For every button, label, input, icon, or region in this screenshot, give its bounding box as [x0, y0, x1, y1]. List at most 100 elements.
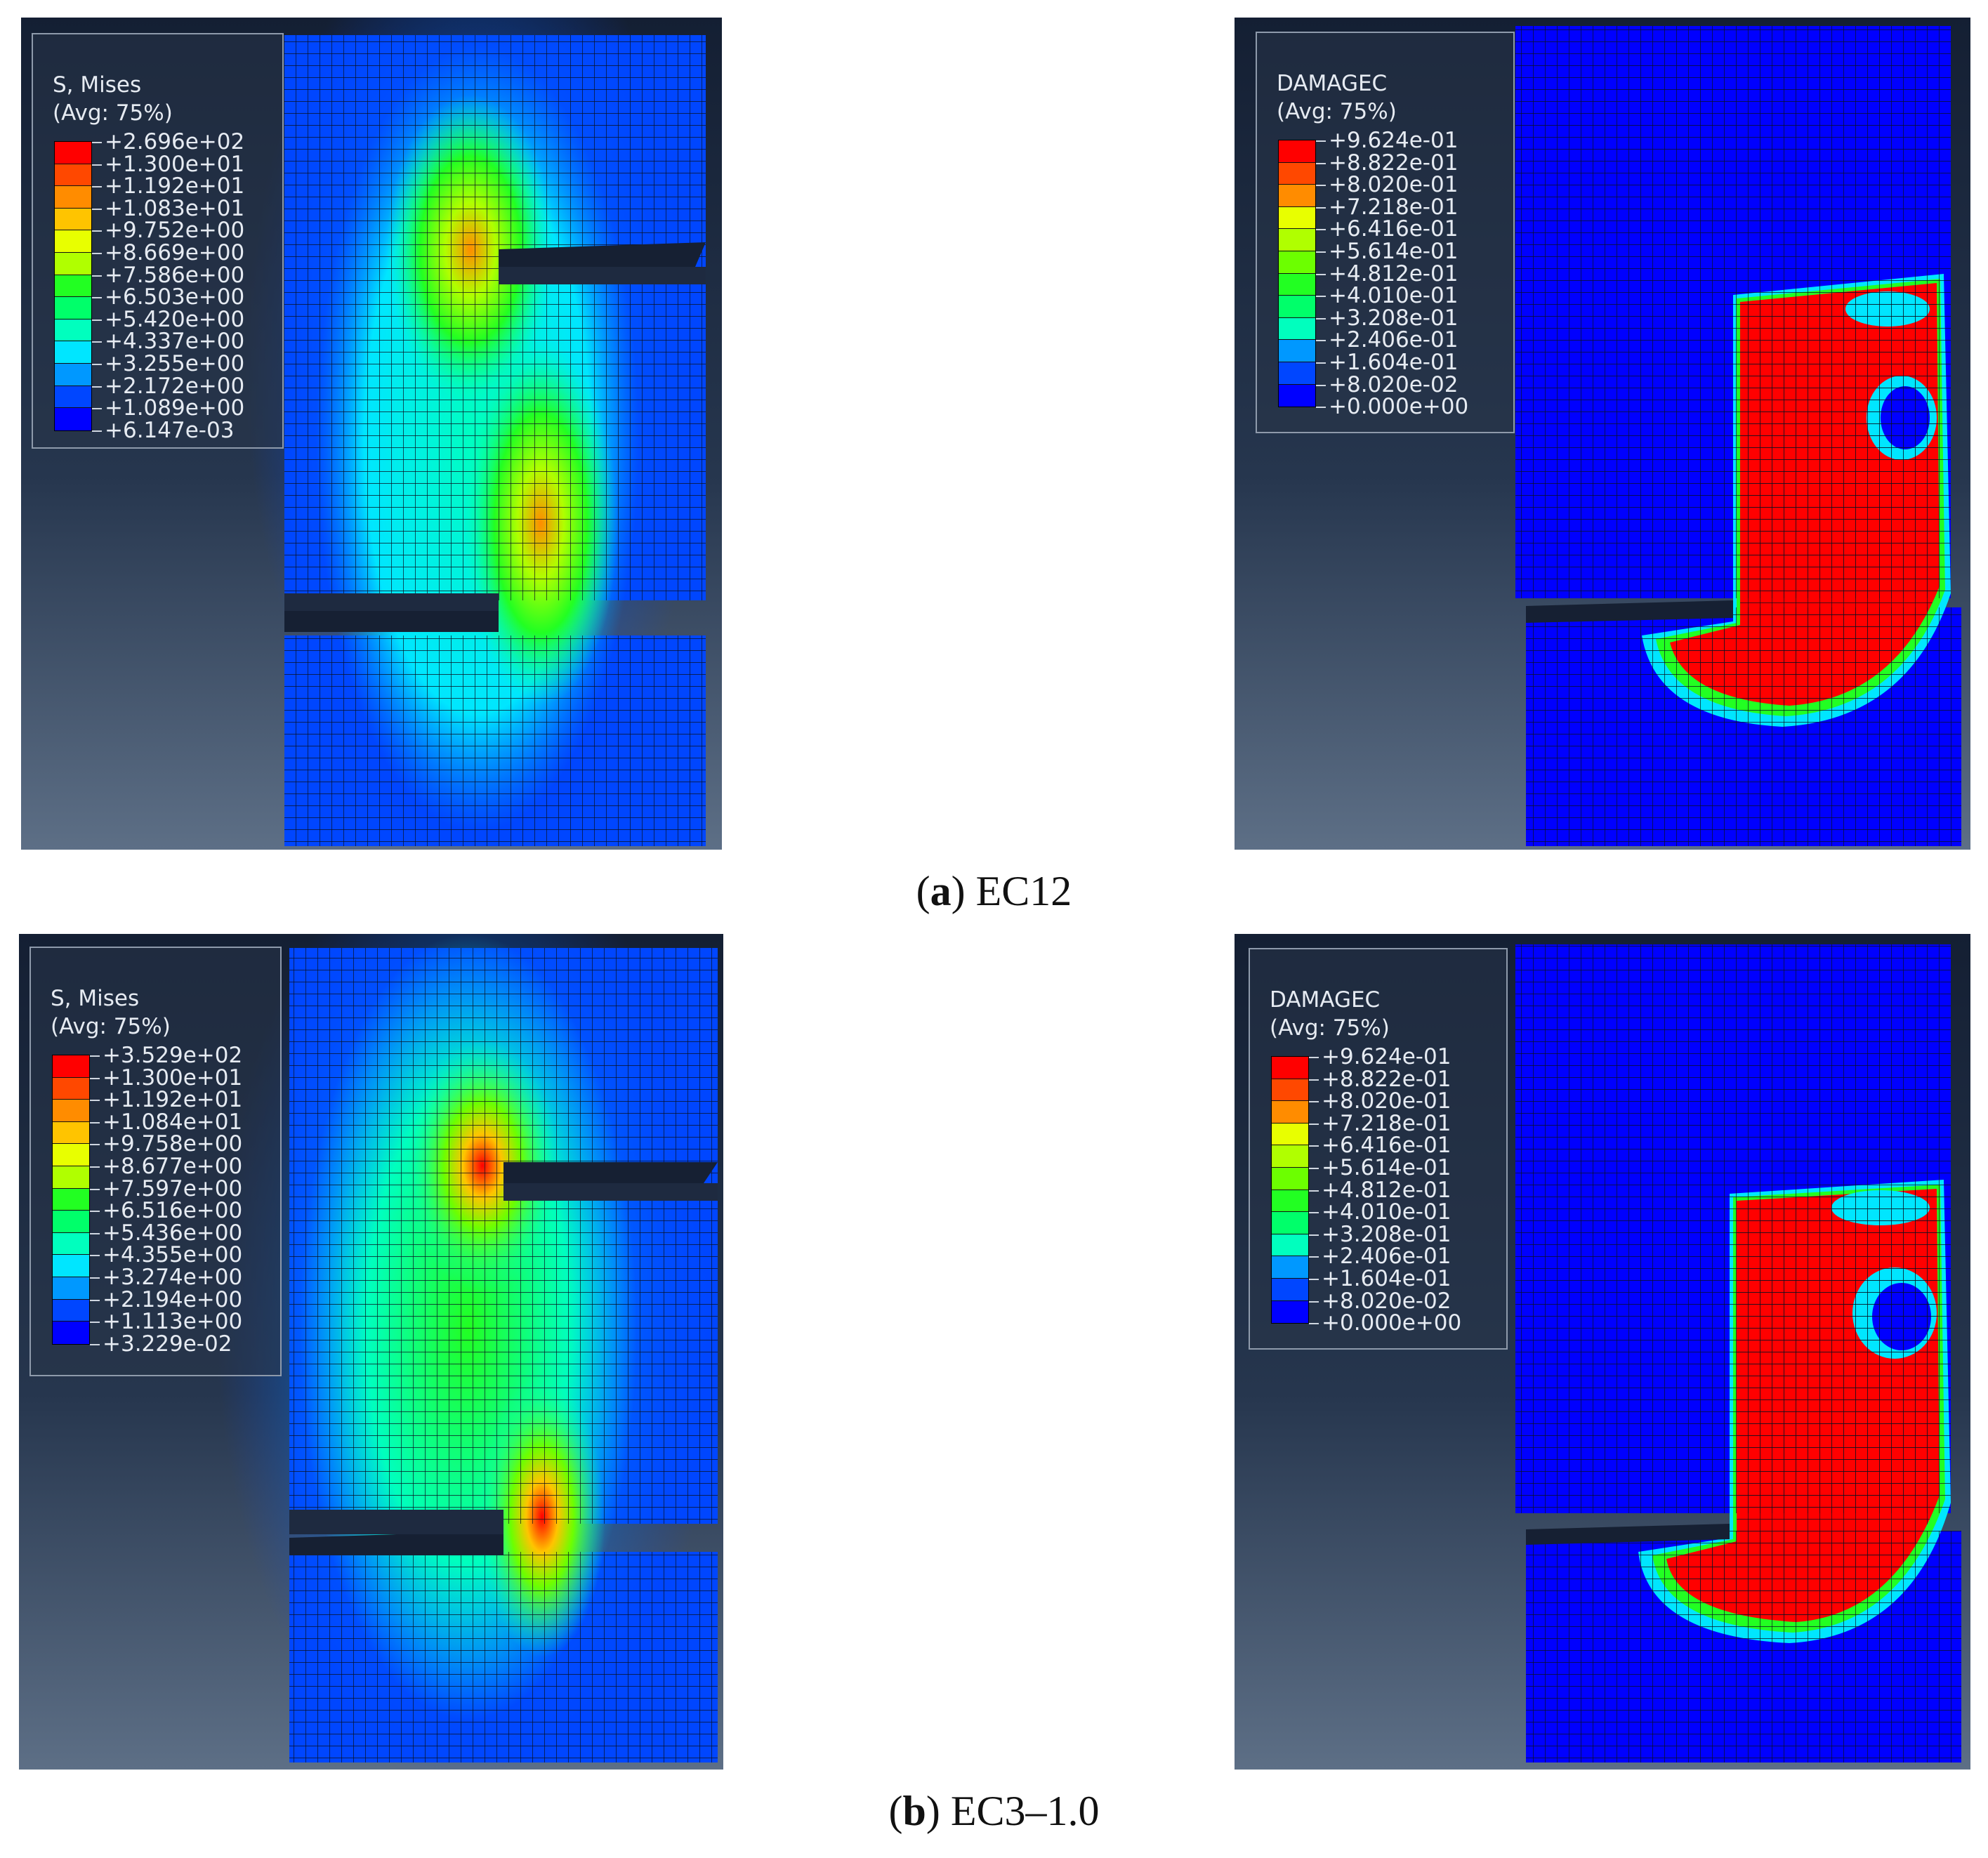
color-swatch [1272, 1300, 1308, 1324]
color-swatch [53, 1055, 89, 1078]
legend-value: +2.406e-01 [1316, 329, 1468, 352]
legend-value: +5.436e+00 [90, 1222, 242, 1245]
damage-contour-panel-b: DAMAGEC (Avg: 75%) +9.624e-01 +8.822e-01 +… [1235, 934, 1970, 1770]
legend-value: +7.218e-01 [1316, 196, 1468, 219]
color-swatch [1272, 1145, 1308, 1168]
caption-text: EC12 [975, 868, 1072, 914]
legend-value: +9.752e+00 [92, 220, 244, 242]
color-swatch [53, 1322, 89, 1344]
color-swatch [1279, 362, 1315, 385]
legend-value: +1.300e+01 [92, 153, 244, 176]
legend-value: +4.812e-01 [1309, 1179, 1461, 1202]
color-swatch [1279, 317, 1315, 341]
legend-value: +2.696e+02 [92, 131, 244, 154]
color-swatch [1272, 1123, 1308, 1146]
legend-value: +6.503e+00 [92, 286, 244, 309]
color-swatch [1272, 1079, 1308, 1102]
color-swatch [1272, 1057, 1308, 1079]
legend-value: +6.416e-01 [1316, 218, 1468, 241]
legend-value: +1.604e-01 [1316, 351, 1468, 374]
legend-values: +9.624e-01 +8.822e-01 +8.020e-01 +7.218e-01… [1309, 1046, 1461, 1335]
color-swatch [1272, 1212, 1308, 1234]
color-bar [52, 1055, 90, 1345]
color-swatch [53, 1188, 89, 1211]
legend-value: +7.218e-01 [1309, 1112, 1461, 1135]
color-swatch [55, 230, 91, 253]
legend-value: +0.000e+00 [1309, 1312, 1461, 1335]
color-bar [1271, 1056, 1309, 1324]
legend-value: +6.147e-03 [92, 419, 244, 442]
color-swatch [55, 275, 91, 298]
color-swatch [55, 363, 91, 386]
color-swatch [55, 252, 91, 275]
legend-values: +2.696e+02 +1.300e+01 +1.192e+01 +1.083e+01… [92, 131, 244, 442]
color-swatch [1279, 140, 1315, 163]
stress-legend-b: S, Mises (Avg: 75%) +3.529e+02 +1.300e+01… [29, 947, 282, 1376]
legend-value: +7.597e+00 [90, 1178, 242, 1201]
stress-mesh-a [246, 18, 709, 846]
color-swatch [53, 1232, 89, 1256]
stress-mesh-b [216, 934, 721, 1770]
color-swatch [55, 341, 91, 364]
color-swatch [55, 386, 91, 409]
color-swatch [55, 408, 91, 430]
damage-legend-b: DAMAGEC (Avg: 75%) +9.624e-01 +8.822e-01 +… [1249, 948, 1508, 1350]
legend-value: +8.020e-02 [1309, 1290, 1461, 1313]
color-bar [54, 141, 92, 431]
legend-title: DAMAGEC (Avg: 75%) [1277, 71, 1397, 124]
legend-value: +8.822e-01 [1309, 1068, 1461, 1091]
legend-value: +8.822e-01 [1316, 152, 1468, 175]
legend-title: DAMAGEC (Avg: 75%) [1270, 987, 1390, 1041]
legend-value: +6.416e-01 [1309, 1135, 1461, 1157]
color-swatch [53, 1277, 89, 1300]
legend-value: +2.172e+00 [92, 375, 244, 398]
legend-title: S, Mises (Avg: 75%) [53, 72, 173, 126]
color-swatch [53, 1255, 89, 1277]
legend-value: +1.113e+00 [90, 1311, 242, 1333]
legend-value: +9.624e-01 [1316, 129, 1468, 152]
legend-title: S, Mises (Avg: 75%) [51, 986, 171, 1039]
legend-value: +8.020e-01 [1316, 174, 1468, 197]
legend-value: +3.229e-02 [90, 1333, 242, 1356]
legend-value: +4.337e+00 [92, 331, 244, 353]
legend-values: +3.529e+02 +1.300e+01 +1.192e+01 +1.084e+01… [90, 1044, 242, 1356]
legend-value: +3.529e+02 [90, 1044, 242, 1067]
legend-value: +9.624e-01 [1309, 1046, 1461, 1069]
legend-value: +7.586e+00 [92, 264, 244, 287]
legend-value: +1.604e-01 [1309, 1267, 1461, 1291]
legend-value: +1.192e+01 [92, 176, 244, 198]
color-swatch [1272, 1101, 1308, 1124]
legend-value: +1.089e+00 [92, 397, 244, 420]
legend-value: +2.194e+00 [90, 1289, 242, 1312]
color-swatch [1272, 1167, 1308, 1190]
stress-contour-panel-b: S, Mises (Avg: 75%) +3.529e+02 +1.300e+01… [19, 934, 723, 1770]
color-swatch [1279, 162, 1315, 185]
legend-value: +8.669e+00 [92, 242, 244, 265]
color-swatch [53, 1299, 89, 1322]
damage-contour-panel-a: DAMAGEC (Avg: 75%) +9.624e-01 +8.822e-01 +… [1235, 18, 1970, 850]
legend-value: +3.255e+00 [92, 353, 244, 376]
legend-value: +5.614e-01 [1309, 1157, 1461, 1180]
legend-value: +1.192e+01 [90, 1089, 242, 1112]
color-swatch [1279, 185, 1315, 207]
stress-legend-a: S, Mises (Avg: 75%) +2.696e+02 +1.300e+01… [32, 33, 284, 449]
color-swatch [1272, 1256, 1308, 1279]
caption-text: EC3–1.0 [950, 1788, 1100, 1834]
damage-mesh-a [1515, 26, 1961, 846]
damage-mesh-b [1515, 944, 1961, 1763]
caption-b: (b) EC3–1.0 [888, 1788, 1100, 1834]
legend-value: +2.406e-01 [1309, 1246, 1461, 1268]
color-swatch [1272, 1234, 1308, 1257]
color-swatch [53, 1211, 89, 1233]
legend-value: +3.274e+00 [90, 1266, 242, 1289]
caption-letter: b [902, 1788, 926, 1834]
damage-legend-a: DAMAGEC (Avg: 75%) +9.624e-01 +8.822e-01 +… [1256, 32, 1515, 433]
legend-value: +4.355e+00 [90, 1244, 242, 1267]
color-swatch [53, 1077, 89, 1100]
legend-value: +1.083e+01 [92, 197, 244, 220]
color-swatch [55, 208, 91, 231]
legend-values: +9.624e-01 +8.822e-01 +8.020e-01 +7.218e-01… [1316, 129, 1468, 419]
legend-value: +1.300e+01 [90, 1067, 242, 1090]
legend-value: +5.420e+00 [92, 308, 244, 331]
color-swatch [1279, 206, 1315, 230]
